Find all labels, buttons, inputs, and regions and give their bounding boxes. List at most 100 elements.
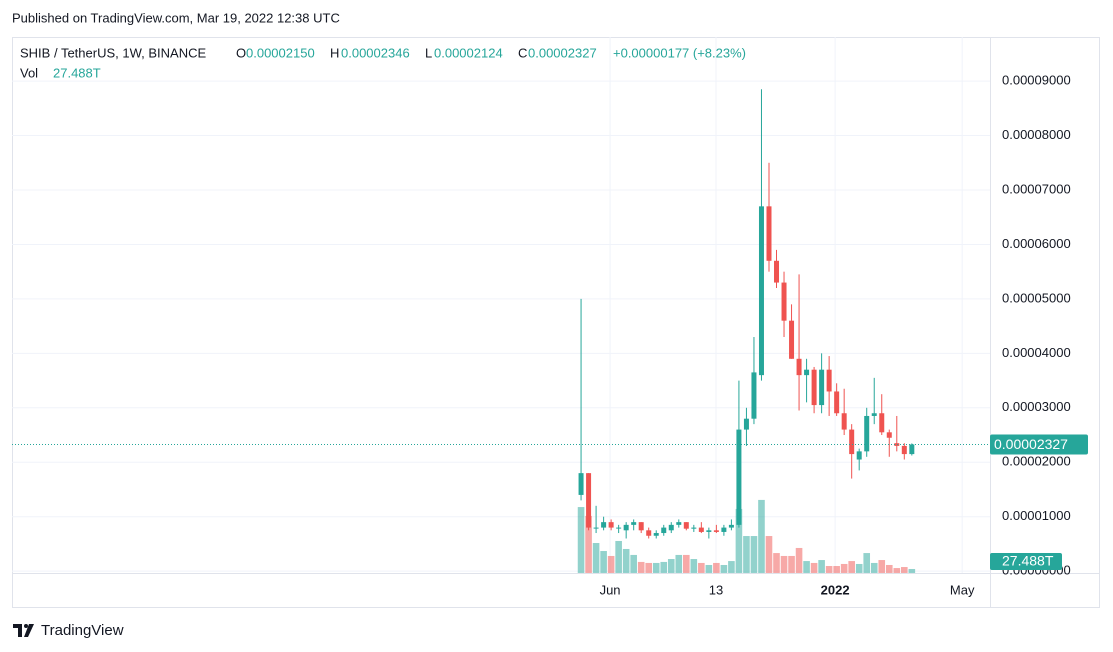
volume-bar [615, 540, 622, 573]
volume-bar [683, 554, 690, 573]
candle-body [728, 524, 734, 528]
legend-l: 0.00002124 [434, 45, 503, 60]
volume-bar [848, 561, 855, 573]
brand-name: TradingView [41, 622, 124, 639]
candle-body [849, 429, 855, 455]
volume-bar [750, 536, 758, 573]
candle-body [758, 206, 764, 376]
volume-bar [735, 508, 743, 573]
volume-bar [863, 553, 871, 573]
y-tick-label: 0.00008000 [1002, 127, 1071, 142]
candle-body [646, 530, 652, 536]
volume-bar [765, 536, 773, 573]
candle-body [751, 372, 757, 419]
candle-body [781, 282, 787, 321]
candle-body [879, 413, 885, 433]
marks [12, 89, 990, 573]
legend-vol: 27.488T [53, 65, 101, 80]
volume-bar [773, 553, 780, 573]
candle-body [683, 522, 689, 529]
volume-bar [585, 515, 592, 573]
y-tick-label: 0.00007000 [1002, 181, 1071, 196]
candle-body [638, 522, 644, 531]
chart-frame [12, 37, 1100, 608]
brand-logo: TradingView [13, 622, 124, 639]
candle-body [856, 451, 862, 460]
volume-bar [698, 562, 705, 573]
y-tick-label: 0.00006000 [1002, 236, 1071, 251]
volume-bar [758, 499, 765, 573]
candle-body [713, 530, 719, 532]
candle-body [909, 444, 915, 455]
last-volume-tag [990, 552, 1062, 570]
volume-bar [810, 562, 818, 573]
candle-body [653, 533, 659, 536]
x-tick-label: 13 [709, 582, 723, 597]
candle-body [578, 473, 584, 495]
volume-bar [720, 564, 728, 573]
candle-body [804, 369, 810, 376]
x-tick-label: May [950, 582, 975, 597]
y-tick-label: 0.00005000 [1002, 290, 1071, 305]
volume-bar [600, 551, 607, 573]
candle-body [586, 473, 592, 528]
volume-bar [652, 562, 660, 573]
legend: SHIB / TetherUS, 1W, BINANCE O 0.0000215… [20, 45, 746, 80]
candle-body [864, 415, 870, 452]
volume-bar [622, 548, 630, 573]
candle-body [743, 418, 749, 430]
y-tick-label: 0.00002000 [1002, 454, 1071, 469]
y-tick-label: 0.00009000 [1002, 73, 1071, 88]
y-tick-label: 0.00001000 [1002, 508, 1071, 523]
y-tick-label: 0.00003000 [1002, 399, 1071, 414]
volume-bar [878, 560, 886, 573]
grid [12, 37, 990, 573]
legend-vol-key: Vol [20, 65, 38, 80]
x-tick-label: 2022 [821, 582, 850, 597]
volume-bar [855, 563, 863, 573]
last-volume-label: 27.488T [1002, 553, 1054, 569]
candle-body [766, 206, 772, 261]
volume-bar [690, 559, 698, 573]
last-price-tag [990, 434, 1088, 455]
candle-body [774, 260, 780, 283]
volume-bar [607, 555, 615, 573]
volume-bar [901, 567, 908, 573]
volume-bar [893, 568, 901, 573]
candle-body [593, 527, 599, 529]
volume-bar [788, 555, 795, 573]
candle-body [886, 432, 892, 438]
candle-body [676, 522, 682, 525]
axes: 0.000000000.000010000.000020000.00003000… [600, 73, 1088, 597]
legend-h: 0.00002346 [341, 45, 410, 60]
volume-bar [592, 543, 600, 573]
volume-bar [825, 566, 833, 573]
volume-bar [780, 555, 788, 573]
volume-bar [630, 554, 637, 573]
x-tick-label: Jun [600, 582, 621, 597]
legend-o-key: O [236, 45, 246, 60]
candle-body [796, 358, 802, 376]
candle-body [721, 527, 727, 532]
candle-body [661, 527, 667, 534]
legend-l-key: L [425, 45, 432, 60]
candle-body [826, 369, 832, 392]
candle-body [789, 320, 795, 359]
volume-bar [667, 559, 675, 573]
volume-bar [728, 561, 735, 573]
candle-body [894, 443, 900, 446]
volume-bar [803, 561, 810, 573]
legend-change: +0.00000177 (+8.23%) [613, 45, 746, 60]
y-tick-label: 0.00004000 [1002, 345, 1071, 360]
candle-body [811, 369, 817, 406]
candle-body [601, 522, 607, 528]
candle-body [736, 429, 742, 525]
volume-bar [795, 547, 803, 573]
published-note: Published on TradingView.com, Mar 19, 20… [12, 10, 340, 25]
candle-body [691, 527, 697, 529]
volume-bar [818, 560, 825, 573]
legend-h-key: H [330, 45, 339, 60]
candle-body [871, 413, 877, 416]
legend-o: 0.00002150 [246, 45, 315, 60]
